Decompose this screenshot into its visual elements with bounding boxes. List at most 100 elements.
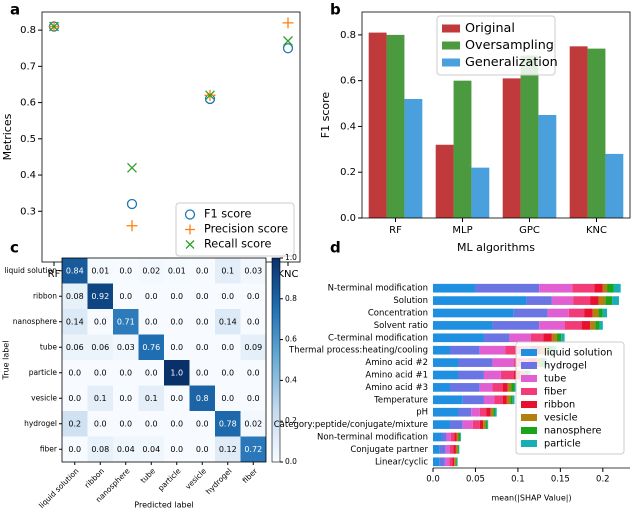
y-tick-label: Concentration xyxy=(368,309,428,319)
heatmap-frame xyxy=(61,257,267,463)
legend-label: tube xyxy=(544,374,566,385)
cell-label: 0.0 xyxy=(145,317,158,326)
cell xyxy=(240,436,266,462)
bar-segment xyxy=(433,296,527,305)
y-tick-label: nanosphere xyxy=(13,317,58,326)
cell-label: 0.0 xyxy=(196,419,209,428)
legend-marker xyxy=(184,209,196,220)
cell xyxy=(113,385,139,411)
cell-label: 0.76 xyxy=(142,343,160,352)
x-tick-label: MLP xyxy=(452,225,472,236)
legend-swatch xyxy=(521,349,537,356)
bar-segment xyxy=(507,383,512,392)
x-tick-label: 0.05 xyxy=(466,475,485,485)
y-axis-label: Metrices xyxy=(1,113,14,160)
colorbar-tick-label: 0.6 xyxy=(285,335,297,344)
bar-segment xyxy=(433,395,463,405)
cell xyxy=(62,411,88,437)
cell xyxy=(87,436,113,462)
cell xyxy=(113,436,139,462)
cell-label: 0.0 xyxy=(94,368,107,377)
bar-segment xyxy=(456,432,459,442)
bar-segment xyxy=(612,296,619,305)
x-tick-label: hydrogel xyxy=(204,466,234,496)
cell-label: 0.0 xyxy=(145,419,158,428)
legend-frame xyxy=(436,15,556,76)
cell xyxy=(189,436,215,462)
cell-label: 0.0 xyxy=(119,419,132,428)
bar-segment xyxy=(439,445,446,454)
cell-label: 0.14 xyxy=(66,317,84,326)
axes-frame xyxy=(361,11,631,219)
cell-label: 0.72 xyxy=(244,445,262,454)
bar-segment xyxy=(492,383,503,392)
bar-segment xyxy=(483,333,510,343)
cell xyxy=(87,258,113,284)
marker xyxy=(283,36,293,46)
colorbar-tick-label: 1.0 xyxy=(285,253,297,262)
cell xyxy=(189,360,215,386)
bar-segment xyxy=(475,283,540,293)
bar-segment xyxy=(449,445,454,454)
legend-label: Recall score xyxy=(204,238,271,251)
bar-segment xyxy=(511,383,515,392)
bar xyxy=(404,98,423,218)
cell xyxy=(164,283,190,309)
legend-label: vesicle xyxy=(544,413,578,424)
bar-segment xyxy=(472,420,480,429)
y-tick-label: fiber xyxy=(40,444,58,453)
y-tick-label: 0.7 xyxy=(20,61,36,72)
y-tick-label: C-terminal modification xyxy=(328,333,428,343)
bar-segment xyxy=(453,445,456,454)
bar xyxy=(538,115,557,218)
bar-segment xyxy=(551,333,557,343)
cell xyxy=(215,309,241,335)
y-tick-label: 0.5 xyxy=(20,134,36,145)
cell xyxy=(215,334,241,360)
cell xyxy=(240,360,266,386)
y-tick-label: 0.4 xyxy=(20,170,36,181)
bar-segment xyxy=(602,308,608,318)
legend-swatch xyxy=(521,401,537,408)
bar-segment xyxy=(433,308,514,318)
x-tick-label: 0.2 xyxy=(596,475,610,485)
cell xyxy=(189,385,215,411)
cell xyxy=(113,360,139,386)
cell xyxy=(113,309,139,335)
bar-segment xyxy=(449,420,463,429)
bar-segment xyxy=(454,457,456,467)
bar-segment xyxy=(433,457,440,467)
bar-segment xyxy=(490,407,494,417)
bar-segment xyxy=(551,296,574,305)
bar-segment xyxy=(433,407,459,417)
cell xyxy=(87,411,113,437)
bar-segment xyxy=(530,333,544,343)
cell xyxy=(189,309,215,335)
x-tick-label: RF xyxy=(389,225,402,236)
marker xyxy=(126,198,138,210)
cell xyxy=(87,334,113,360)
bar xyxy=(471,167,490,218)
y-tick-label: vesicle xyxy=(31,393,57,402)
cell-label: 0.1 xyxy=(94,394,107,403)
cell xyxy=(138,309,164,335)
bar-segment xyxy=(458,432,461,442)
legend-swatch xyxy=(442,41,460,50)
cell-label: 0.0 xyxy=(247,317,260,326)
legend-label: liquid solution xyxy=(544,348,612,359)
y-tick-label: 0.4 xyxy=(340,121,356,132)
cell-label: 0.14 xyxy=(219,317,237,326)
bar-segment xyxy=(486,407,491,417)
bar xyxy=(435,144,454,218)
bar-segment xyxy=(483,420,486,429)
cell-label: 0.0 xyxy=(196,343,209,352)
cell-label: 1.0 xyxy=(170,368,183,377)
y-tick-label: ribbon xyxy=(33,291,57,300)
bar-segment xyxy=(493,407,495,417)
bar-segment xyxy=(485,420,488,429)
colorbar-tick-label: 0.4 xyxy=(285,375,297,384)
bar-segment xyxy=(595,321,600,330)
marker xyxy=(205,90,215,101)
bar-segment xyxy=(458,445,460,454)
x-tick-label: ribbon xyxy=(83,466,107,490)
